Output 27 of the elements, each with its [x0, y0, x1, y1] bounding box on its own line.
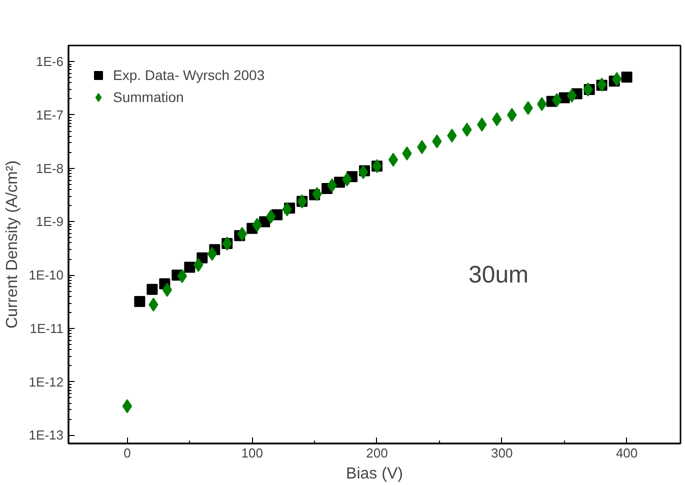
- legend-label: Summation: [113, 89, 184, 105]
- point: [122, 399, 132, 414]
- point: [146, 284, 158, 295]
- y-tick-label: 1E-12: [28, 374, 64, 390]
- y-axis-title: Current Density (A/cm²): [4, 160, 21, 329]
- y-tick-label: 1E-7: [36, 107, 64, 122]
- y-tick-label: 1E-11: [30, 320, 64, 336]
- point: [162, 282, 172, 297]
- point: [388, 152, 398, 167]
- x-tick-label: 0: [124, 446, 131, 460]
- legend-label: Exp. Data- Wyrsch 2003: [113, 67, 265, 83]
- point: [612, 72, 622, 86]
- x-tick-label: 200: [366, 446, 388, 460]
- point: [621, 72, 632, 83]
- y-tick-label: 1E-9: [36, 214, 64, 230]
- point: [184, 262, 196, 273]
- y-tick-label: 1E-10: [28, 268, 64, 283]
- y-tick-label: 1E-8: [36, 160, 64, 176]
- point: [358, 165, 368, 180]
- y-tick-label: 1E-6: [36, 54, 64, 70]
- annotation: 30um: [468, 262, 529, 288]
- x-tick-label: 400: [616, 446, 638, 460]
- x-tick-label: 300: [491, 446, 513, 460]
- x-tick-label: 100: [241, 446, 263, 460]
- point: [134, 296, 146, 308]
- x-axis-title: Bias (V): [346, 466, 403, 482]
- y-tick-label: 1E-13: [28, 428, 64, 443]
